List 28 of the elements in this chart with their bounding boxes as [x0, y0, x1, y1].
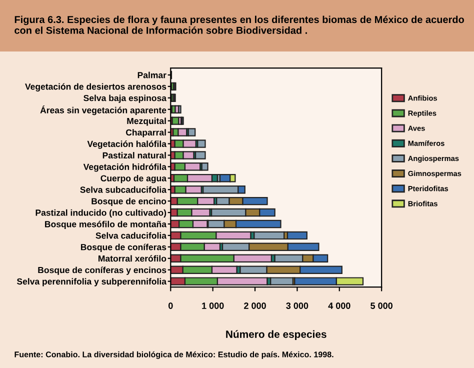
y-tick-label: Selva caducifolia	[96, 232, 167, 239]
y-tick-label: Pastizal inducido (no cultivado)	[36, 209, 166, 218]
y-tick-label: Mezquital	[127, 118, 166, 126]
y-tick-label: Vegetación de desiertos arenosos	[25, 83, 166, 92]
y-tick-label: Cuerpo de agua	[100, 174, 167, 184]
y-tick-label: Selva perennifolia y subperennifolia	[16, 278, 167, 286]
y-tick-label: Chaparral	[126, 129, 166, 138]
y-tick-label: Pastizal natural	[102, 152, 166, 158]
x-axis-title: Número de especies	[226, 330, 326, 340]
x-tick-label: 3 000	[286, 302, 308, 309]
y-tick-label: Palmar	[138, 72, 166, 78]
y-tick-label: Bosque de encino	[92, 198, 166, 206]
y-tick-label: Selva baja espinosa	[84, 94, 167, 103]
chart-title: Figura 6.3. Especies de flora y fauna presentes en los diferentes biomas de México de acuerdo con el Sistema Nacional de Información sobre Biodiversidad .	[14, 16, 464, 34]
y-tick-label: Matorral xerófilo	[98, 255, 166, 262]
x-tick-label: 4 000	[328, 302, 350, 309]
y-tick-label: Vegetación halófila	[87, 140, 167, 149]
x-tick-label: 1 000	[202, 302, 224, 309]
y-tick-label: Bosque de coníferas y encinos	[38, 266, 166, 275]
y-tick-label: Vegetación hidrófila	[83, 163, 167, 172]
y-tick-label: Bosque de coníferas	[81, 244, 166, 252]
x-tick-label: 0	[168, 302, 173, 309]
x-tick-label: 2 000	[244, 302, 266, 309]
y-tick-label: Selva subcaducifolia	[80, 186, 167, 193]
x-tick-label: 5 000	[370, 302, 392, 309]
y-tick-label: Bosque mesófilo de montaña	[45, 220, 167, 230]
source-note: Fuente: Conabio. La diversidad biológica de México: Estudio de país. México. 1998.	[14, 351, 334, 359]
y-tick-label: Áreas sin vegetación aparente	[40, 105, 166, 116]
